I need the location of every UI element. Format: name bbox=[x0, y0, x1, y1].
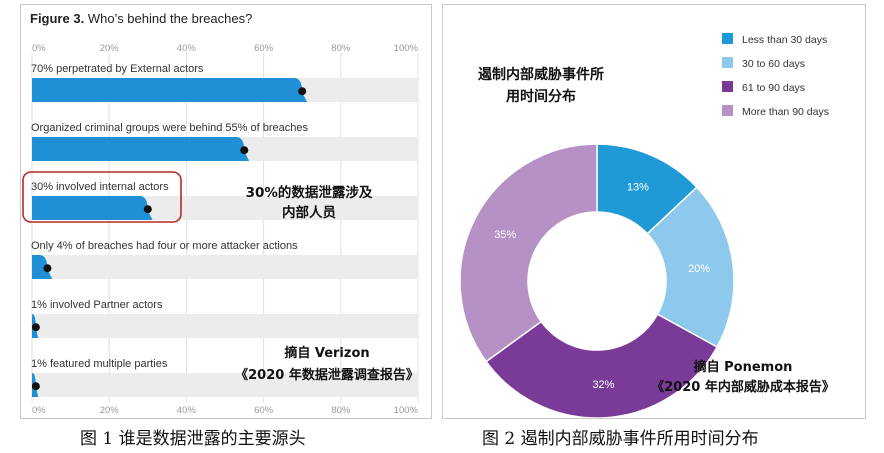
bar bbox=[32, 137, 250, 161]
bar-value-dot bbox=[143, 205, 152, 214]
bar bbox=[32, 255, 53, 279]
figure-2-caption: 图 2 遏制内部威胁事件所用时间分布 bbox=[482, 429, 759, 449]
bar-track bbox=[32, 314, 418, 338]
legend-label: 30 to 60 days bbox=[742, 58, 805, 70]
bar-value-dot bbox=[31, 323, 40, 332]
legend-swatch bbox=[722, 57, 733, 68]
x-tick-label: 60% bbox=[254, 405, 274, 416]
x-tick-label: 40% bbox=[177, 405, 197, 416]
donut-layer: 13% 20% 32% 35% bbox=[459, 143, 735, 419]
figure-1-caption: 图 1 谁是数据泄露的主要源头 bbox=[80, 429, 306, 449]
slice-value-label: 32% bbox=[592, 379, 614, 391]
donut-title-line1: 遏制内部威胁事件所 bbox=[478, 66, 604, 83]
legend-label: More than 90 days bbox=[742, 106, 829, 118]
figure-label-bold: Figure 3. bbox=[30, 11, 84, 26]
figure-label: Figure 3. Who’s behind the breaches? bbox=[30, 11, 252, 26]
category-label: 1% featured multiple parties bbox=[31, 358, 168, 370]
legend-swatch bbox=[722, 105, 733, 116]
highlight-note-line1: 30%的数据泄露涉及 bbox=[246, 184, 373, 201]
category-label: 1% involved Partner actors bbox=[31, 299, 163, 311]
bar-track bbox=[32, 255, 418, 279]
bar-value-dot bbox=[240, 146, 249, 155]
donut-slice bbox=[646, 186, 735, 349]
figure-title: Who’s behind the breaches? bbox=[88, 11, 253, 26]
donut-slice bbox=[485, 313, 719, 419]
bar-chart: Figure 3. Who’s behind the breaches? 0%0… bbox=[22, 11, 419, 416]
donut-slice bbox=[459, 143, 598, 363]
category-label: 70% perpetrated by External actors bbox=[31, 63, 204, 75]
bar bbox=[32, 196, 153, 220]
x-tick-label: 80% bbox=[331, 405, 351, 416]
source-note-line2: 《2020 年数据泄露调查报告》 bbox=[235, 367, 419, 383]
source-note-line1: 摘自 Verizon bbox=[284, 345, 369, 361]
figure-2-panel: 遏制内部威胁事件所 用时间分布 Less than 30 days 30 to 6… bbox=[442, 4, 866, 419]
donut-source-line2: 《2020 年内部威胁成本报告》 bbox=[651, 379, 835, 395]
donut-title-line2: 用时间分布 bbox=[506, 88, 576, 105]
bar bbox=[32, 78, 307, 102]
slice-value-label: 35% bbox=[494, 229, 516, 241]
legend: Less than 30 days 30 to 60 days 61 to 90 d… bbox=[722, 33, 829, 118]
bar-layer: 0% 0% 20% 20% 40% 40% 60% 60% 80% 80% 100% 100% 70% … bbox=[22, 43, 419, 416]
category-label: Organized criminal groups were behind 55… bbox=[31, 122, 308, 134]
donut-chart: 遏制内部威胁事件所 用时间分布 Less than 30 days 30 to 6… bbox=[459, 33, 835, 419]
x-tick-label: 0% bbox=[32, 405, 46, 416]
legend-swatch bbox=[722, 81, 733, 92]
legend-swatch bbox=[722, 33, 733, 44]
x-tick-label: 60% bbox=[254, 43, 274, 54]
highlight-note-line2: 内部人员 bbox=[282, 204, 336, 221]
x-tick-label: 100% bbox=[394, 405, 419, 416]
bar-track bbox=[32, 373, 418, 397]
x-tick-label: 80% bbox=[331, 43, 351, 54]
figure-1-panel: Figure 3. Who’s behind the breaches? 0% 0… bbox=[20, 4, 432, 419]
slice-value-label: 13% bbox=[627, 181, 649, 193]
x-tick-label: 40% bbox=[177, 43, 197, 54]
legend-label: 61 to 90 days bbox=[742, 82, 805, 94]
legend-label: Less than 30 days bbox=[742, 34, 827, 46]
x-tick-label: 20% bbox=[100, 405, 120, 416]
donut-source-line1: 摘自 Ponemon bbox=[694, 359, 793, 375]
category-label: Only 4% of breaches had four or more att… bbox=[31, 240, 298, 252]
x-tick-label: 20% bbox=[100, 43, 120, 54]
x-tick-label: 100% bbox=[394, 43, 419, 54]
bar-value-dot bbox=[31, 382, 40, 391]
highlight-box bbox=[22, 171, 182, 223]
slice-value-label: 20% bbox=[688, 263, 710, 275]
bar-value-dot bbox=[298, 87, 307, 96]
x-tick-label: 0% bbox=[32, 43, 46, 54]
category-label: 30% involved internal actors bbox=[31, 181, 169, 193]
bar-value-dot bbox=[43, 264, 52, 273]
